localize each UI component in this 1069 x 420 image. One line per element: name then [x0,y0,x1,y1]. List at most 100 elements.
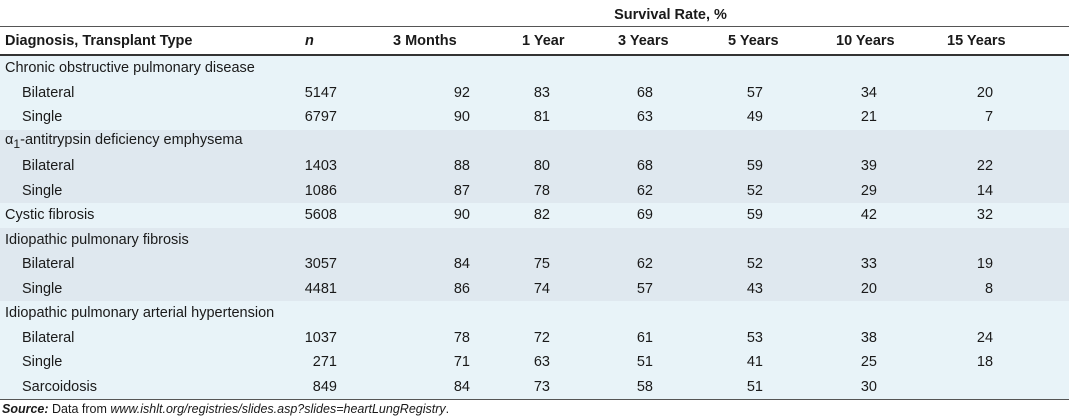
group-label: α1-antitrypsin deficiency emphysema [0,129,272,154]
column-header-row: Diagnosis, Transplant Type n 3 Months 1 Yea… [0,26,1069,56]
cell-value: 59 [665,154,773,179]
cell-value [887,374,1069,400]
row-label: Single [0,105,272,130]
column-header: 3 Years [560,26,669,56]
group-row: Idiopathic pulmonary arterial hypertensi… [0,301,1069,326]
cell-value: 83 [480,80,560,105]
cell-value: 82 [480,203,560,228]
cell-value: 88 [345,154,480,179]
cell-value: 86 [345,276,480,301]
cell-value: 63 [560,105,665,130]
cell-value: 19 [887,252,1069,277]
cell-value: 7 [887,105,1069,130]
cell-value: 43 [665,276,773,301]
cell-value: 34 [773,80,887,105]
group-label: Idiopathic pulmonary arterial hypertensi… [0,301,274,326]
sub-row: Bilateral 3057 84 75 62 52 33 19 [0,252,1069,277]
group-label: Cystic fibrosis [0,203,272,228]
cell-value: 41 [665,350,773,375]
column-header: 1 Year [480,26,564,56]
column-header: 15 Years [887,26,1069,56]
cell-value: 271 [272,350,345,375]
label-part: 1 [13,137,21,152]
cell-value: 5608 [272,203,345,228]
cell-value: 62 [560,252,665,277]
cell-value: 22 [887,154,1069,179]
blank [272,227,1069,252]
cell-value: 61 [560,325,665,350]
cell-value: 24 [887,325,1069,350]
cell-value: 84 [345,374,480,400]
cell-value: 8 [887,276,1069,301]
sub-row: Bilateral 1037 78 72 61 53 38 24 [0,325,1069,350]
group-header-row: Survival Rate, % [0,4,1069,27]
cell-value: 849 [272,374,345,400]
cell-value: 90 [345,105,480,130]
cell-value: 75 [480,252,560,277]
cell-value: 20 [887,80,1069,105]
column-header: 3 Months [345,26,480,56]
cell-value: 58 [560,374,665,400]
cell-value: 38 [773,325,887,350]
blank [272,129,1069,154]
cell-value: 29 [773,178,887,203]
cell-value: 57 [665,80,773,105]
cell-value: 87 [345,178,480,203]
sub-row: Bilateral 5147 92 83 68 57 34 20 [0,80,1069,105]
cell-value: 25 [773,350,887,375]
row-label: Single [0,178,272,203]
row-label: Single [0,350,272,375]
label-part: -antitrypsin deficiency emphysema [20,132,243,149]
cell-value: 51 [560,350,665,375]
cell-value: 1086 [272,178,345,203]
sub-row: Single 1086 87 78 62 52 29 14 [0,178,1069,203]
cell-value: 68 [560,80,665,105]
blank [272,55,1069,81]
cell-value: 42 [773,203,887,228]
row-label: Bilateral [0,154,272,179]
sub-row: Single 271 71 63 51 41 25 18 [0,350,1069,375]
sub-row: Single 4481 86 74 57 43 20 8 [0,276,1069,301]
group-row: α1-antitrypsin deficiency emphysema [0,129,1069,154]
cell-value: 20 [773,276,887,301]
cell-value: 51 [665,374,773,400]
cell-value: 30 [773,374,887,400]
group-header: Survival Rate, % [272,4,1069,27]
cell-value: 57 [560,276,665,301]
cell-value: 71 [345,350,480,375]
blank [272,301,1069,326]
cell-value: 1037 [272,325,345,350]
column-header: Diagnosis, Transplant Type [0,26,272,56]
column-header: n [272,26,345,56]
column-header: 5 Years [665,26,779,56]
source-label: Source: [2,402,49,416]
group-row: Idiopathic pulmonary fibrosis [0,227,1069,252]
cell-value: 62 [560,178,665,203]
cell-value: 14 [887,178,1069,203]
cell-value: 1403 [272,154,345,179]
cell-value: 32 [887,203,1069,228]
cell-value: 90 [345,203,480,228]
source-suffix: . [445,402,450,416]
survival-table: Survival Rate, % Diagnosis, Transplant T… [0,4,1069,400]
cell-value: 52 [665,252,773,277]
column-header: 10 Years [773,26,895,56]
group-row: Chronic obstructive pulmonary disease [0,55,1069,81]
cell-value: 69 [560,203,665,228]
cell-value: 78 [480,178,560,203]
cell-value: 3057 [272,252,345,277]
cell-value: 21 [773,105,887,130]
table-body: Chronic obstructive pulmonary disease Bil… [0,55,1069,400]
cell-value: 92 [345,80,480,105]
cell-value: 33 [773,252,887,277]
cell-value: 63 [480,350,560,375]
group-label: Chronic obstructive pulmonary disease [0,55,272,81]
row-label: Sarcoidosis [0,374,272,400]
cell-value: 39 [773,154,887,179]
cell-value: 74 [480,276,560,301]
cell-value: 78 [345,325,480,350]
cell-value: 72 [480,325,560,350]
cell-value: 5147 [272,80,345,105]
cell-value: 68 [560,154,665,179]
